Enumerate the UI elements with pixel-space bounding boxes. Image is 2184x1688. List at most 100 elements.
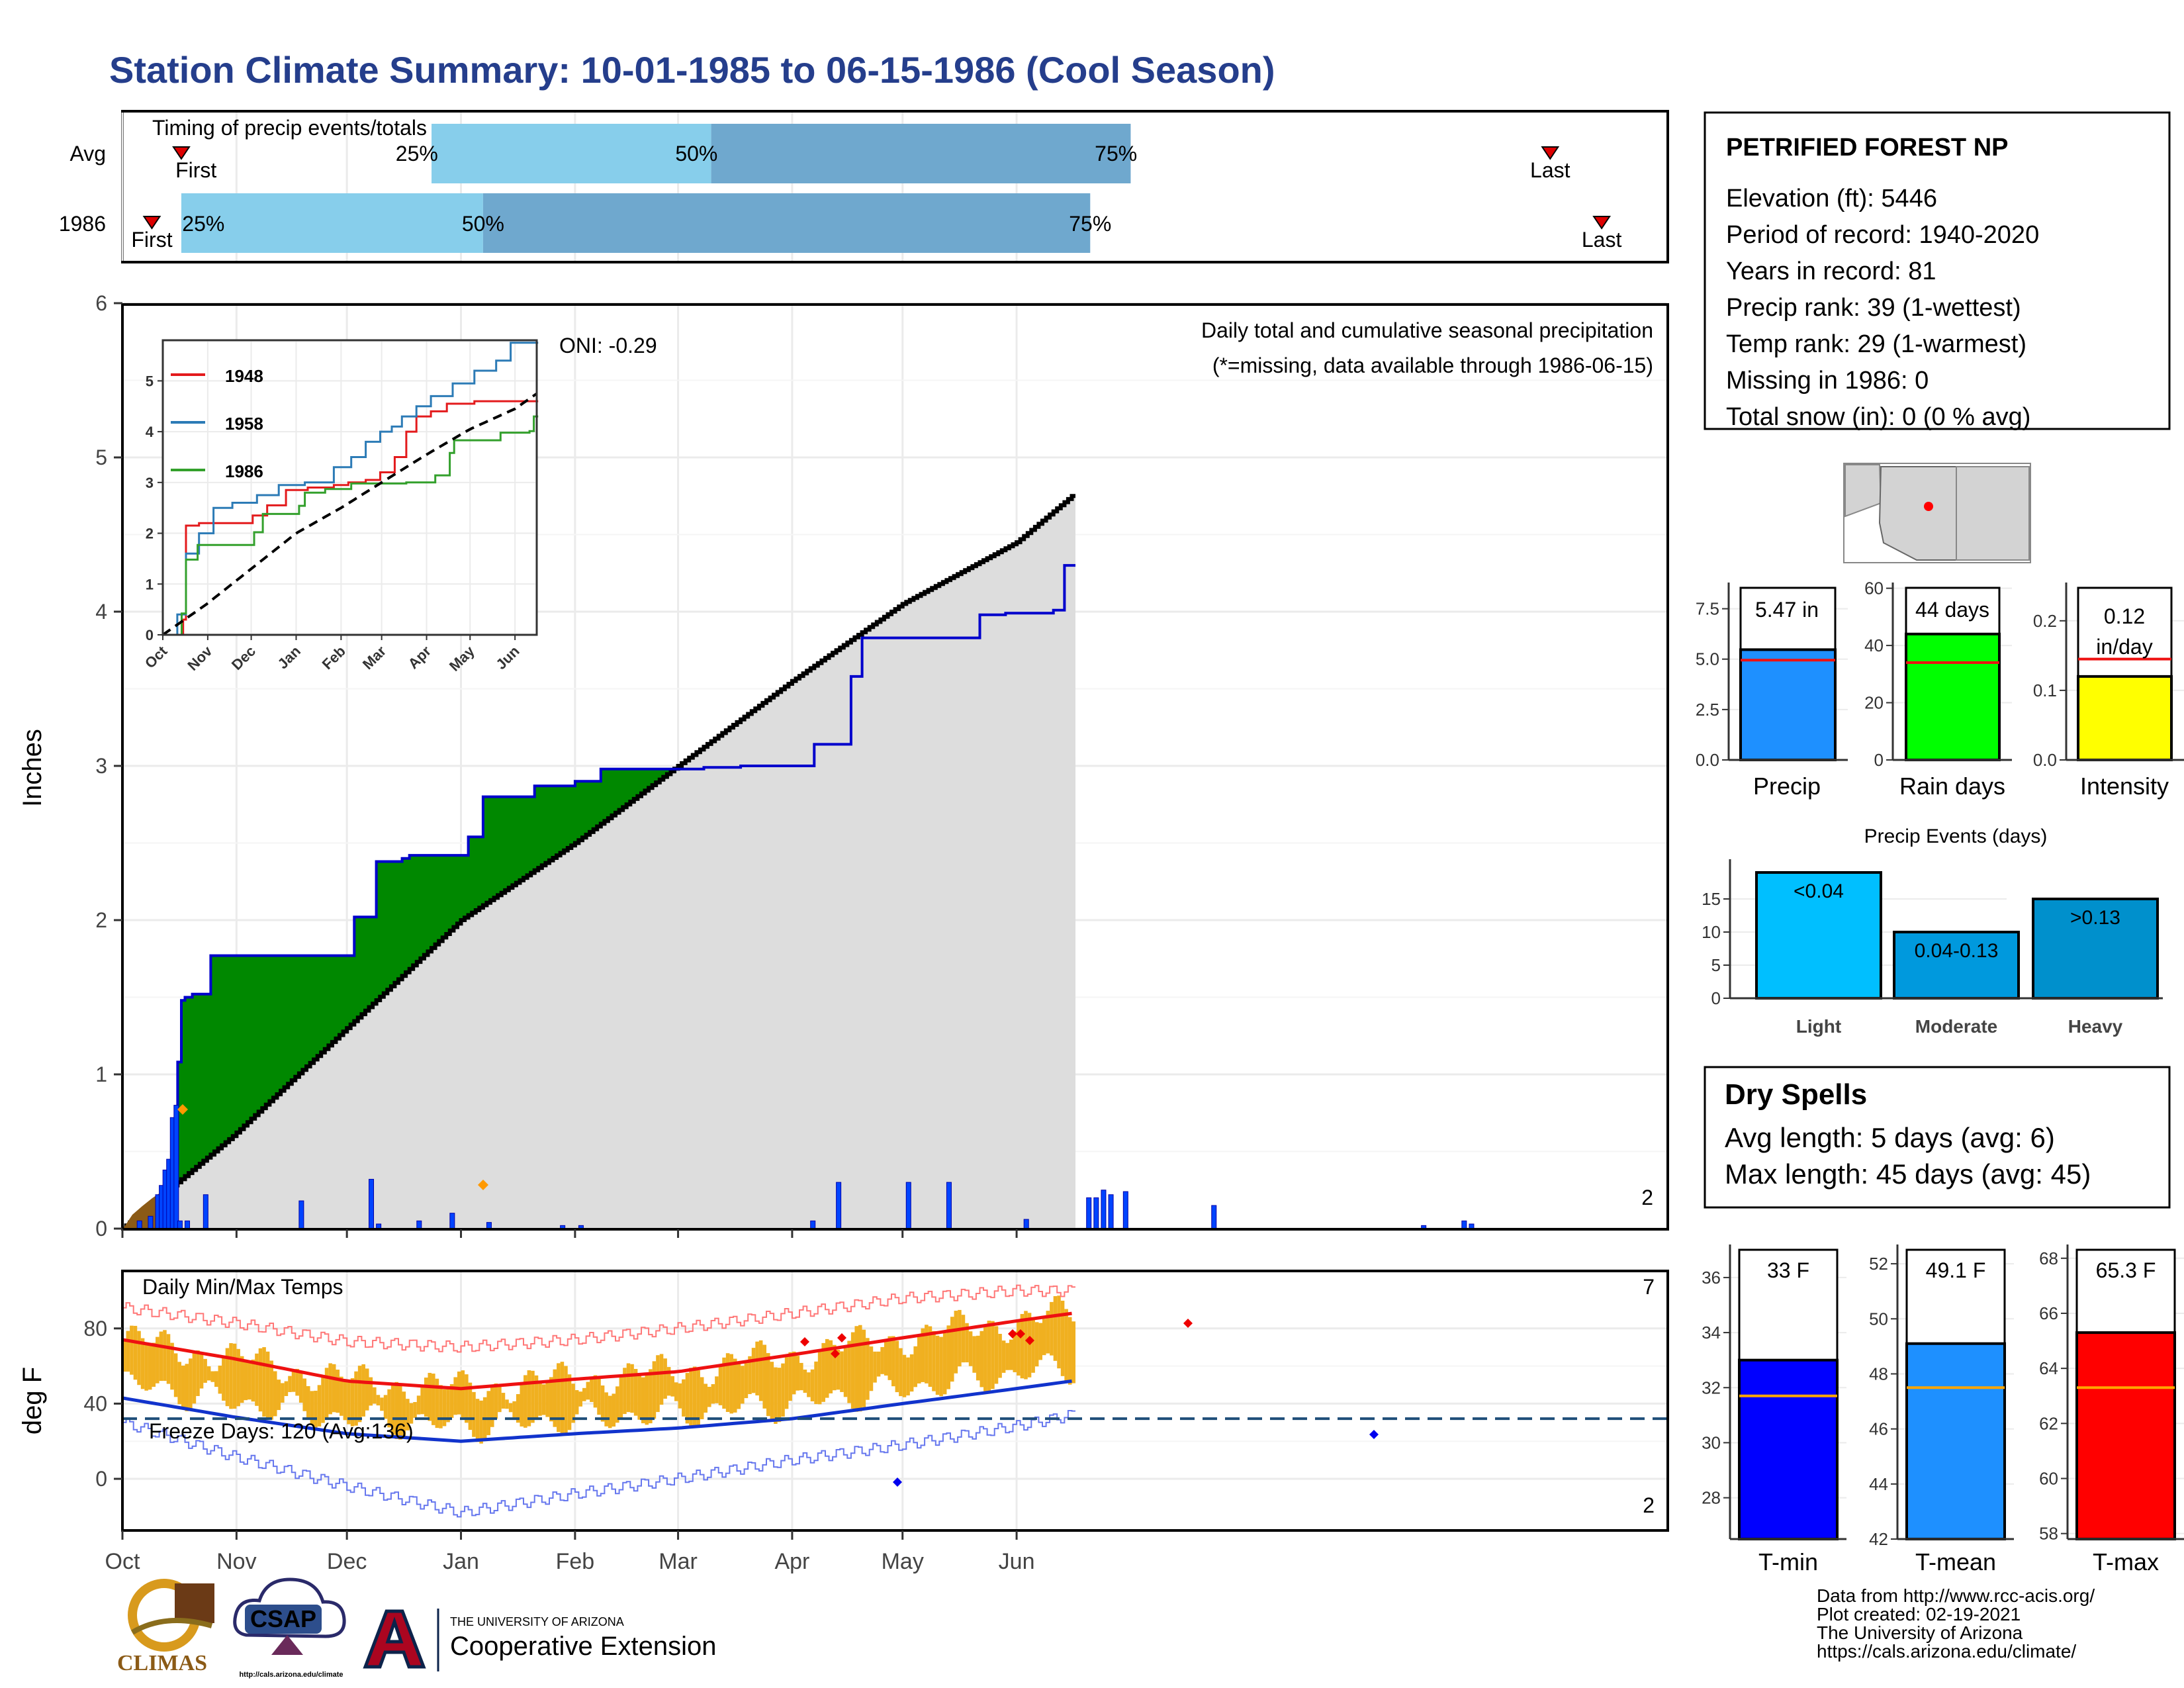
main-y-axis: 0 1 2 3 4 5 6 — [95, 291, 1018, 1241]
temp-range-bar — [733, 1358, 737, 1413]
temp-range-bar — [707, 1386, 711, 1407]
temp-range-bar — [950, 1317, 954, 1382]
temp-range-bar — [1053, 1296, 1058, 1361]
ua-block-a-icon — [363, 1609, 426, 1669]
temp-range-bar — [571, 1383, 575, 1423]
temp-range-bar — [1068, 1317, 1072, 1385]
small-chart-y-tick-label: 2.5 — [1696, 700, 1719, 720]
temp-range-bar — [317, 1385, 322, 1427]
temp-range-bar — [1020, 1314, 1024, 1379]
temp-range-bar — [156, 1336, 159, 1383]
temp-range-bar — [347, 1382, 351, 1425]
station-info-line: Temp rank: 29 (1-warmest) — [1726, 330, 2026, 358]
temp-range-bar — [369, 1377, 373, 1406]
temp-range-bar — [406, 1399, 410, 1430]
normal-area — [122, 496, 1076, 1229]
temp-y-tick-label: 80 — [83, 1317, 107, 1340]
timing-bar-q2 — [432, 124, 711, 183]
station-name: PETRIFIED FOREST NP — [1726, 134, 2008, 162]
small-chart-y-tick-label: 0.1 — [2033, 680, 2057, 700]
temp-range-bar — [766, 1353, 770, 1417]
temp-range-bar — [777, 1368, 782, 1423]
daily-precip-bar — [1093, 1197, 1099, 1229]
tmean-bar-category: T-mean — [1915, 1548, 1996, 1575]
small-chart-y-tick-label: 50 — [1869, 1309, 1888, 1329]
main-y-tick-label: 5 — [95, 445, 107, 469]
small-chart-y-tick-label: 52 — [1869, 1254, 1888, 1274]
small-chart-y-tick-label: 40 — [1864, 635, 1884, 655]
tmean-chart: 42 44 46 48 50 52 T-mean 49.1 F — [1869, 1244, 2014, 1575]
small-chart-value-bar — [1905, 632, 2001, 761]
temp-range-bar — [527, 1370, 531, 1427]
temp-range-bar — [965, 1323, 969, 1363]
temp-range-bar — [163, 1330, 167, 1382]
temp-range-bar — [983, 1325, 987, 1391]
small-chart-y-tick-label: 60 — [2039, 1469, 2058, 1489]
temp-range-bar — [166, 1334, 171, 1384]
temp-range-bar — [133, 1325, 138, 1380]
temp-range-bar — [600, 1385, 605, 1422]
temp-range-bar — [803, 1369, 807, 1393]
inset-series-line-1958 — [163, 342, 539, 636]
temp-range-bar — [564, 1366, 568, 1434]
temp-range-bar — [277, 1380, 281, 1411]
temp-range-bar — [534, 1375, 539, 1419]
dry-spells-max-length: Max length: 45 days (avg: 45) — [1725, 1158, 2091, 1190]
small-chart-y-tick-label: 42 — [1869, 1529, 1888, 1549]
temp-range-bar — [229, 1343, 233, 1409]
timing-title: Timing of precip events/totals — [152, 116, 427, 140]
month-tick-label: Mar — [659, 1549, 698, 1574]
station-info-line: Period of record: 1940-2020 — [1726, 221, 2039, 249]
events-y-tick-label: 0 — [1711, 988, 1721, 1008]
temp-range-bar — [501, 1393, 506, 1409]
temp-range-bar — [380, 1397, 384, 1411]
temp-range-bar — [939, 1336, 943, 1397]
temp-range-bar — [262, 1347, 266, 1417]
ua-extension-logo: THE UNIVERSITY OF ARIZONA Cooperative Ex… — [363, 1609, 716, 1671]
temp-y-axis-title: deg F — [18, 1367, 47, 1434]
temp-range-bar — [468, 1382, 473, 1430]
temp-range-bar — [792, 1351, 796, 1395]
tmax-bar-value-label: 65.3 F — [2096, 1258, 2156, 1282]
temp-range-bar — [608, 1395, 612, 1429]
temp-range-bar — [656, 1355, 660, 1413]
temp-range-bar — [181, 1365, 185, 1410]
climas-logo-swoosh — [130, 1618, 213, 1635]
temp-range-bar — [553, 1369, 557, 1427]
temp-range-bar — [604, 1392, 608, 1427]
month-tick-label: Dec — [327, 1549, 367, 1574]
temp-range-bar — [906, 1357, 910, 1396]
daily-precip-bar — [185, 1220, 191, 1229]
record-high-marker — [1016, 1329, 1025, 1338]
temp-range-bar — [994, 1326, 999, 1384]
main-subtitle: Daily total and cumulative seasonal prec… — [1201, 318, 1653, 342]
small-chart-y-tick-label: 7.5 — [1696, 599, 1719, 619]
temp-range-bar — [251, 1359, 255, 1402]
record-high-marker — [1008, 1329, 1017, 1338]
temp-range-bar — [435, 1378, 439, 1429]
temp-range-bar — [479, 1400, 483, 1444]
dry-spells-frame — [1704, 1066, 2171, 1209]
small-chart-y-tick-label: 60 — [1864, 579, 1884, 598]
tmean-bar-value-label: 49.1 F — [1926, 1258, 1986, 1282]
footer-line: https://cals.arizona.edu/climate/ — [1817, 1641, 2076, 1662]
daily-precip-bar — [376, 1223, 382, 1229]
temp-range-bar — [177, 1362, 181, 1405]
temp-range-bar — [281, 1383, 285, 1403]
temp-range-bar — [159, 1331, 163, 1382]
temp-range-bar — [189, 1358, 193, 1409]
temp-range-bar — [788, 1352, 792, 1401]
daily-precip-bar — [136, 1220, 142, 1229]
daily-precip-bar — [298, 1200, 304, 1229]
temp-x-axis: Oct Nov Dec Jan Feb Mar Apr May Jun — [105, 1530, 1034, 1574]
timing-1986-last-label: Last — [1582, 228, 1622, 252]
temp-range-bar — [817, 1351, 822, 1405]
footer-line: The University of Arizona — [1817, 1622, 2023, 1643]
small-chart-value-bar — [1738, 1358, 1839, 1540]
temp-range-bar — [328, 1363, 332, 1415]
temp-range-bar — [696, 1370, 700, 1425]
temp-range-bar — [895, 1340, 899, 1393]
temp-range-bar — [413, 1402, 417, 1418]
temp-range-bar — [244, 1362, 248, 1401]
small-chart-y-tick-label: 36 — [1702, 1268, 1721, 1288]
